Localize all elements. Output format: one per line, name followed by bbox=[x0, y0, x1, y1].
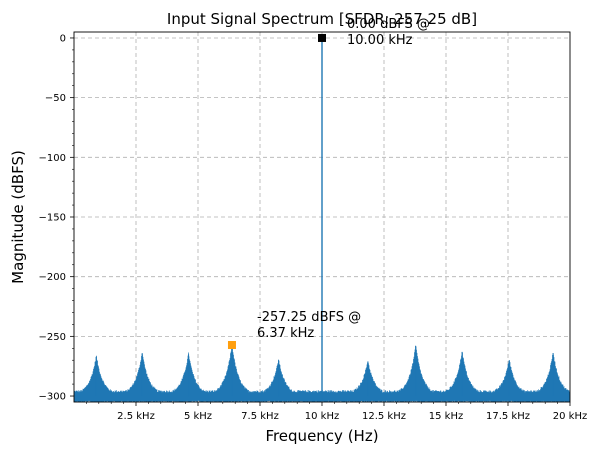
y-tick-label: −250 bbox=[39, 332, 66, 343]
noise-floor-trace bbox=[74, 344, 570, 402]
x-tick-label: 2.5 kHz bbox=[117, 411, 155, 422]
y-axis-ticks: 0 −50 −100 −150 −200 −250 −300 bbox=[39, 33, 74, 403]
max-spur-annotation-line1: -257.25 dBFS @ bbox=[257, 310, 361, 325]
y-tick-label: 0 bbox=[60, 33, 66, 44]
fundamental-annotation-line1: 0.00 dBFS @ bbox=[347, 17, 430, 32]
x-tick-label: 7.5 kHz bbox=[241, 411, 279, 422]
x-tick-label: 17.5 kHz bbox=[486, 411, 530, 422]
max-spur-annotation-line2: 6.37 kHz bbox=[257, 326, 314, 341]
x-axis-ticks: 2.5 kHz 5 kHz 7.5 kHz 10 kHz 12.5 kHz 15 kHz 1… bbox=[117, 402, 587, 422]
spectrum-series bbox=[74, 37, 570, 402]
x-axis-title: Frequency (Hz) bbox=[265, 427, 378, 445]
markers bbox=[227, 33, 326, 350]
x-tick-label: 15 kHz bbox=[429, 411, 463, 422]
y-tick-label: −150 bbox=[39, 213, 66, 224]
y-tick-label: −200 bbox=[39, 272, 66, 283]
y-tick-label: −300 bbox=[39, 392, 66, 403]
fundamental-marker bbox=[318, 33, 326, 42]
max-spur-marker bbox=[227, 341, 236, 350]
y-tick-label: −50 bbox=[45, 93, 66, 104]
x-tick-label: 20 kHz bbox=[553, 411, 587, 422]
x-tick-label: 12.5 kHz bbox=[362, 411, 406, 422]
y-tick-label: −100 bbox=[39, 153, 66, 164]
x-tick-label: 5 kHz bbox=[184, 411, 212, 422]
chart-title: Input Signal Spectrum [SFDR: 257.25 dB] bbox=[167, 10, 477, 28]
annotations: 0.00 dBFS @ 10.00 kHz -257.25 dBFS @ 6.3… bbox=[257, 17, 430, 341]
fundamental-annotation-line2: 10.00 kHz bbox=[347, 33, 413, 48]
x-tick-label: 10 kHz bbox=[305, 411, 339, 422]
y-axis-title: Magnitude (dBFS) bbox=[9, 150, 27, 284]
